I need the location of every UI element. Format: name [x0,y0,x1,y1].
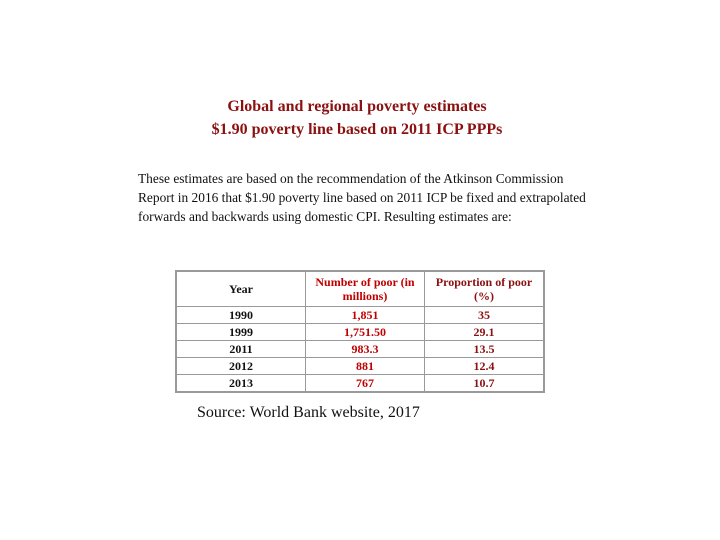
column-header: Year [175,270,306,307]
table-cell: 2011 [175,340,306,358]
table-cell: 10.7 [424,374,545,393]
table-cell: 35 [424,306,545,324]
header-row: Year Number of poor (in millions) Propor… [175,270,545,307]
table-cell: 29.1 [424,323,545,341]
title-line: Global and regional poverty estimates [227,98,487,115]
table-row: 2011 983.3 13.5 [175,340,545,358]
table-row: 2012 881 12.4 [175,357,545,375]
title-line: $1.90 poverty line based on 2011 ICP PPP… [211,121,503,138]
table-cell: 12.4 [424,357,545,375]
table-row: 2013 767 10.7 [175,374,545,393]
table-cell: 1999 [175,323,306,341]
table-row: 1990 1,851 35 [175,306,545,324]
column-header: Proportion of poor (%) [424,270,545,307]
table-row: 1999 1,751.50 29.1 [175,323,545,341]
table-cell: 13.5 [424,340,545,358]
table-cell: 983.3 [305,340,425,358]
table-cell: 1990 [175,306,306,324]
table-body: 1990 1,851 35 1999 1,751.50 29.1 2011 983.3 13.5… [175,306,545,393]
table-cell: 767 [305,374,425,393]
table-cell: 1,851 [305,306,425,324]
table-cell: 2012 [175,357,306,375]
source-note: Source: World Bank website, 2017 [197,404,420,421]
poverty-table: Year Number of poor (in millions) Propor… [175,270,545,393]
table-cell: 2013 [175,374,306,393]
intro-text: These estimates are based on the recomme… [138,171,586,224]
table-cell: 881 [305,357,425,375]
table-cell: 1,751.50 [305,323,425,341]
column-header: Number of poor (in millions) [305,270,425,307]
